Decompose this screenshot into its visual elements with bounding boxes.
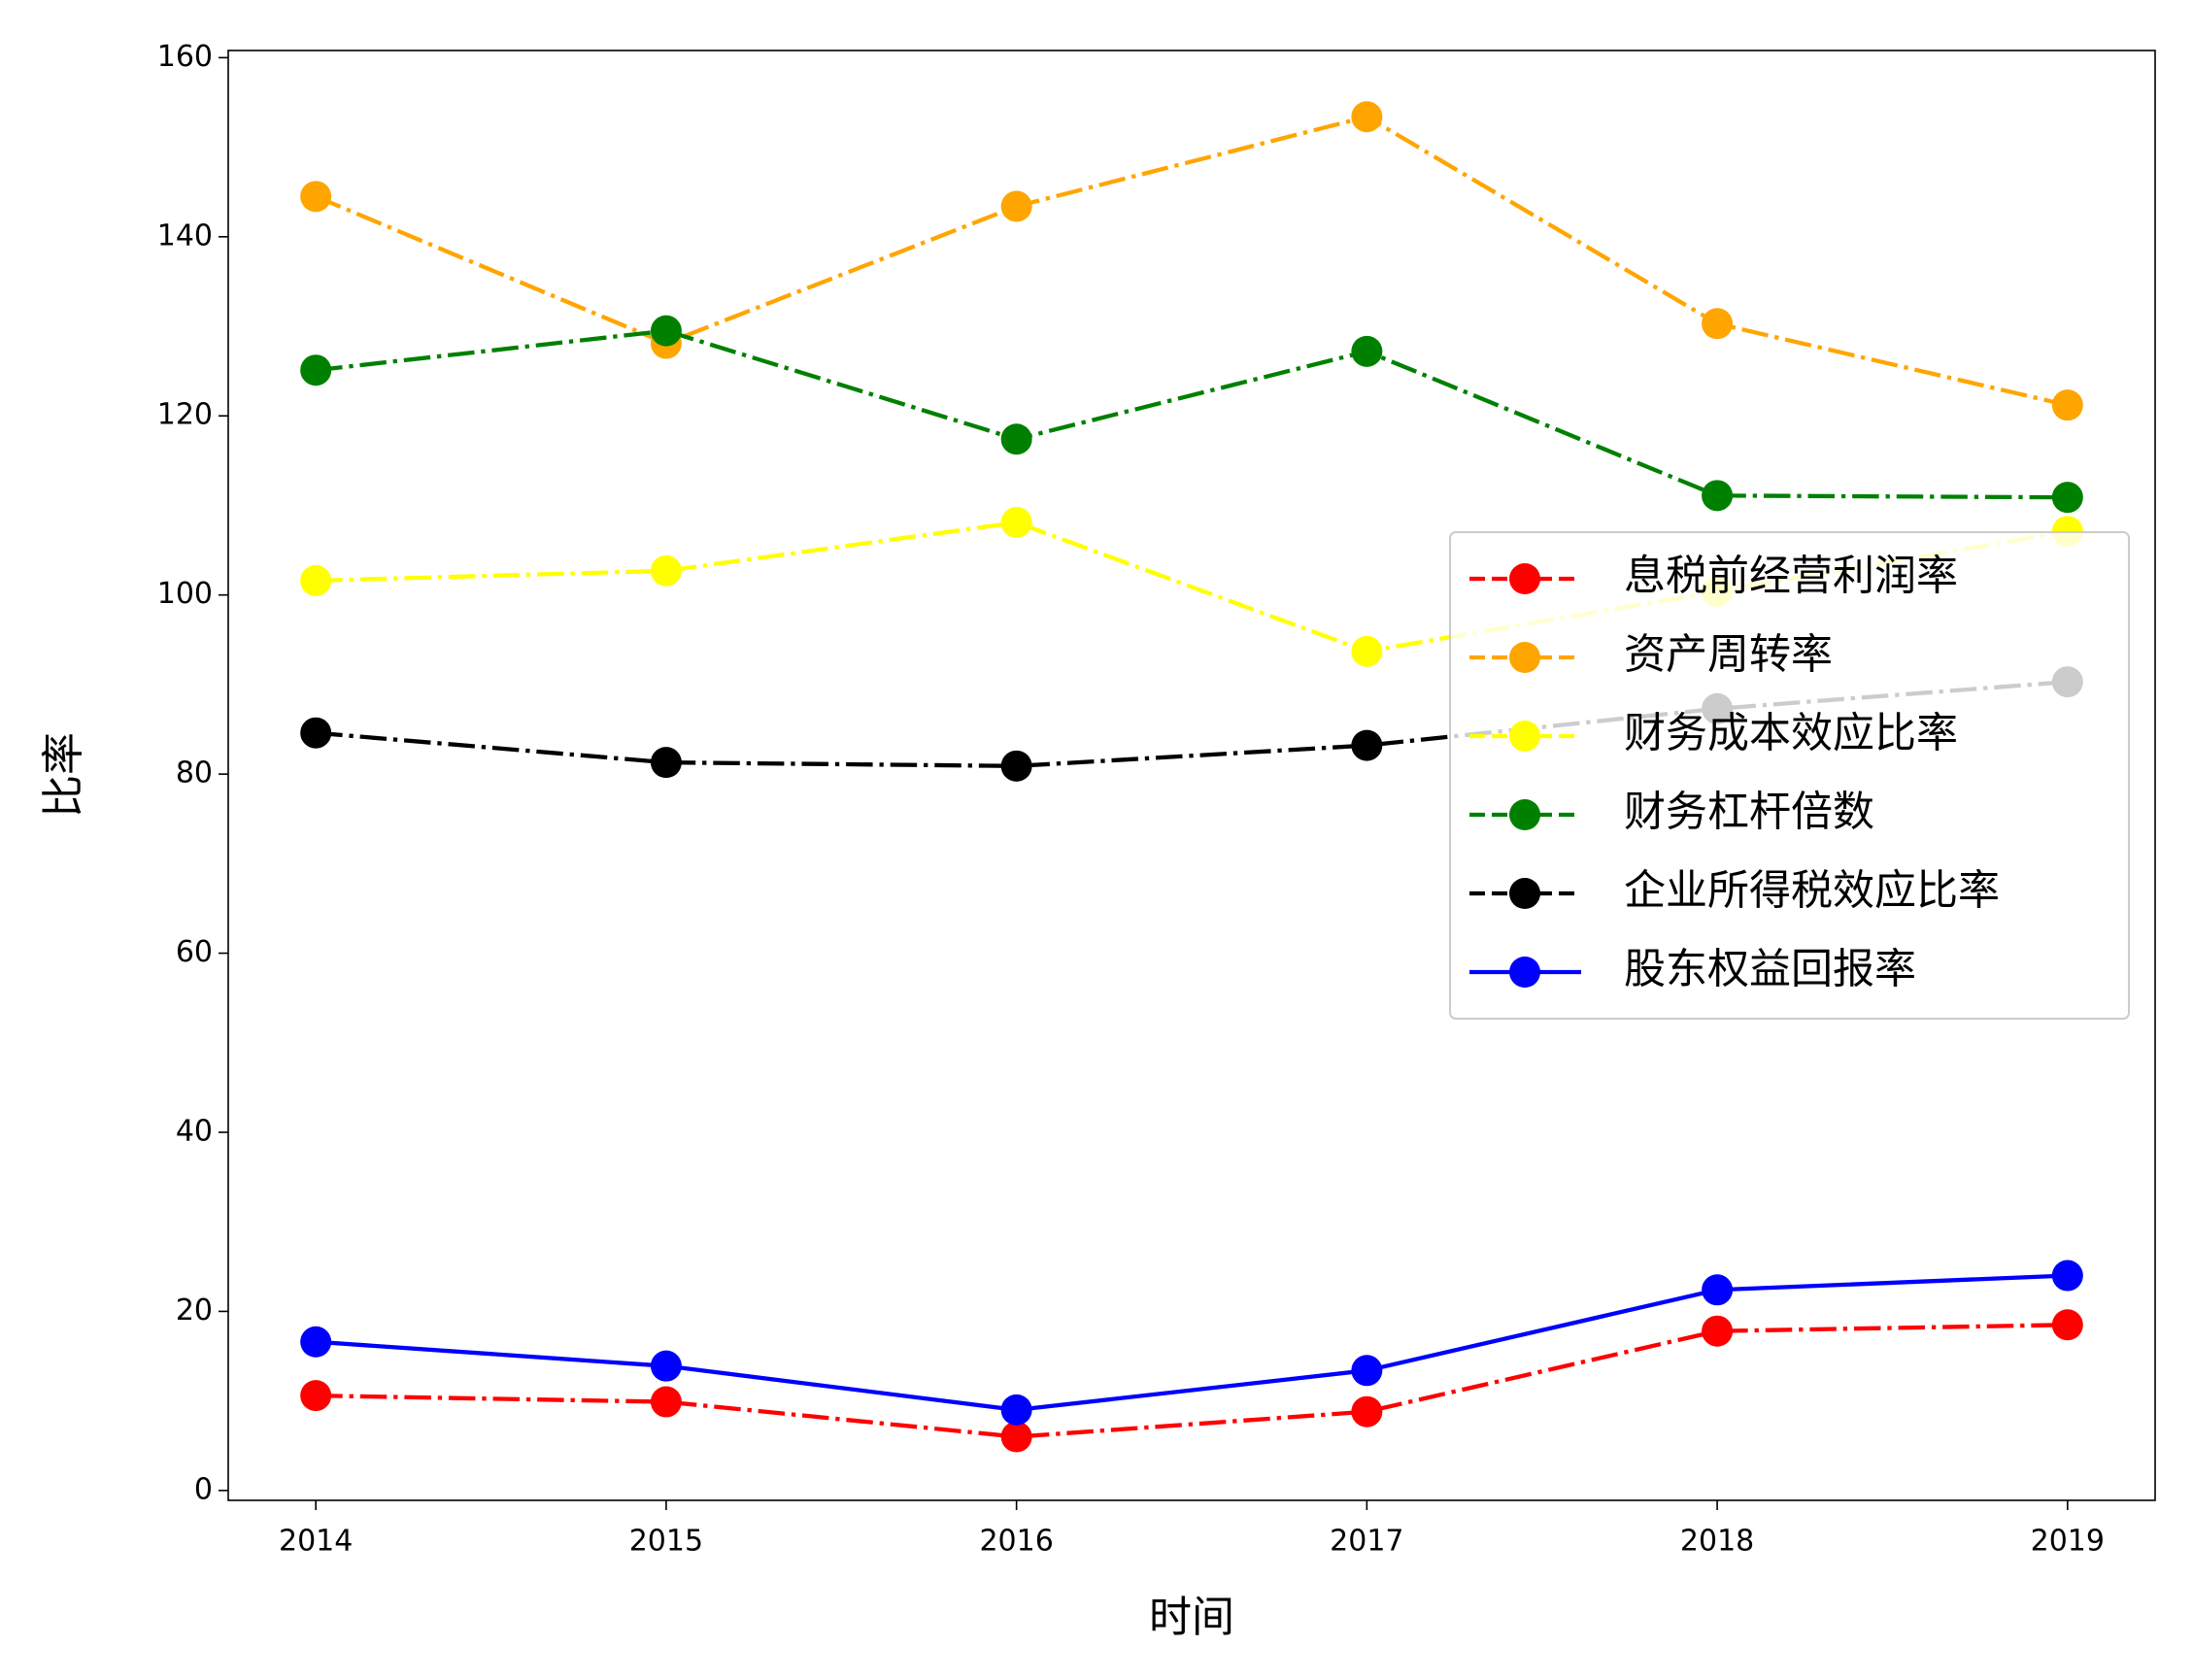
data-point [1000, 506, 1032, 538]
legend-label: 息税前经营利润率 [1624, 553, 1958, 601]
legend-marker [1509, 642, 1540, 673]
y-tick-label: 0 [194, 1472, 213, 1506]
legend-marker [1509, 563, 1540, 594]
y-tick-label: 20 [176, 1294, 213, 1327]
legend-label: 财务成本效应比率 [1624, 710, 1958, 758]
y-tick-label: 40 [176, 1114, 213, 1148]
data-point [300, 181, 332, 213]
data-point [1702, 480, 1734, 512]
data-point [1351, 101, 1383, 133]
y-tick-label: 80 [176, 756, 213, 790]
data-point [300, 354, 332, 386]
data-point [1000, 190, 1032, 222]
legend-label: 财务杠杆倍数 [1624, 789, 1874, 837]
data-point [650, 747, 682, 779]
data-point [1351, 1355, 1383, 1387]
data-point [1351, 335, 1383, 367]
data-point [1351, 729, 1383, 761]
legend-marker [1509, 957, 1540, 988]
legend-label: 企业所得税效应比率 [1624, 867, 2000, 916]
legend-marker [1509, 799, 1540, 830]
data-point [300, 717, 332, 749]
data-point [1000, 423, 1032, 455]
legend-box [1449, 531, 2130, 1020]
x-tick-label: 2018 [1680, 1525, 1754, 1559]
data-point [2051, 1260, 2083, 1292]
legend-marker [1509, 721, 1540, 752]
data-point [1702, 1315, 1734, 1347]
x-tick-label: 2015 [629, 1525, 703, 1559]
legend-label: 资产周转率 [1624, 631, 1833, 680]
legend: 息税前经营利润率资产周转率财务成本效应比率财务杠杆倍数企业所得税效应比率股东权益… [1449, 531, 2130, 1020]
x-axis-label: 时间 [1149, 1593, 1234, 1642]
y-tick-label: 100 [157, 577, 213, 611]
data-point [1000, 1394, 1032, 1426]
data-point [300, 1380, 332, 1412]
data-point [1000, 750, 1032, 782]
series-line [316, 1273, 2068, 1413]
data-point [2051, 482, 2083, 514]
data-point [650, 315, 682, 347]
data-point [650, 1350, 682, 1382]
series-line [316, 1323, 2068, 1439]
y-tick-label: 140 [157, 218, 213, 252]
y-tick-label: 120 [157, 398, 213, 432]
x-tick-label: 2019 [2031, 1525, 2105, 1559]
data-point [2051, 389, 2083, 421]
data-point [1351, 635, 1383, 667]
data-point [650, 554, 682, 587]
x-tick-label: 2014 [279, 1525, 353, 1559]
data-point [300, 1326, 332, 1358]
plot-frame [227, 50, 2156, 1501]
legend-label: 股东权益回报率 [1624, 946, 1916, 994]
x-tick-label: 2016 [979, 1525, 1053, 1559]
data-point [1702, 308, 1734, 340]
series-line [315, 114, 2069, 408]
y-axis-label: 比率 [39, 732, 88, 818]
data-point [1000, 1421, 1032, 1453]
y-tick-label: 60 [176, 935, 213, 969]
data-point [2051, 1309, 2083, 1341]
series-line [316, 520, 2069, 654]
legend-marker [1509, 878, 1540, 909]
series-line [315, 328, 2068, 500]
data-point [1351, 1395, 1383, 1428]
data-point [300, 564, 332, 596]
x-tick-label: 2017 [1330, 1525, 1403, 1559]
data-point [650, 1386, 682, 1418]
y-tick-label: 160 [157, 40, 213, 74]
data-point [1702, 1274, 1734, 1306]
